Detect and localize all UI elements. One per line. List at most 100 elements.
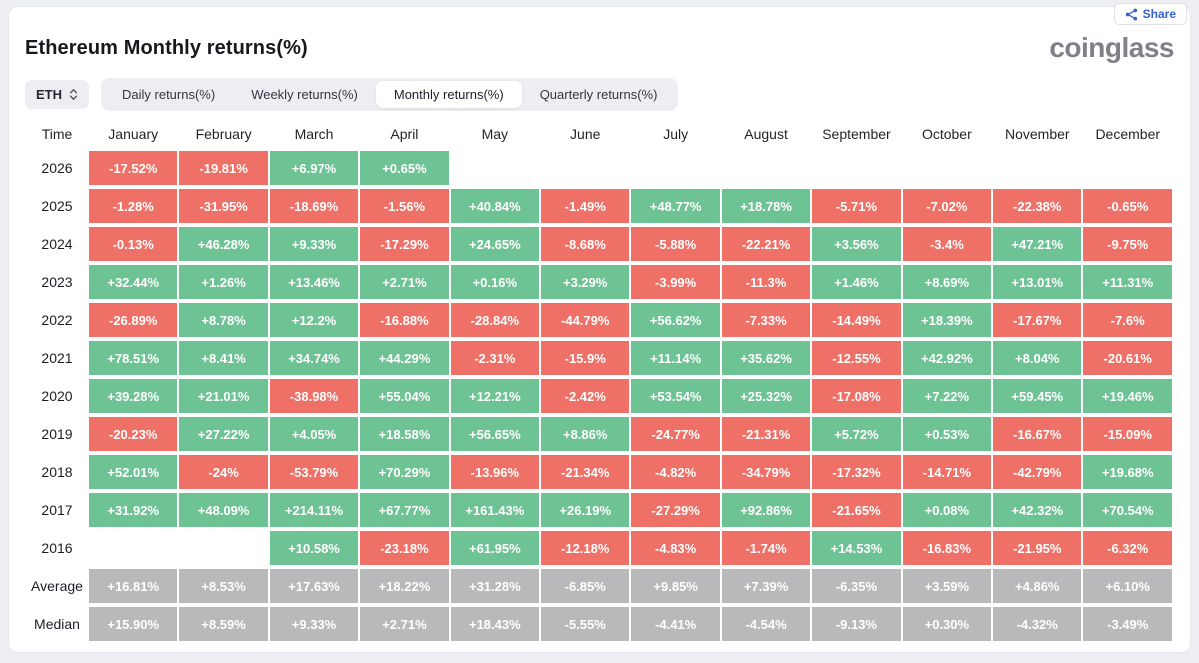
column-header-november: November bbox=[1004, 126, 1070, 142]
return-cell: +7.39% bbox=[721, 569, 811, 603]
return-cell: +24.65% bbox=[450, 227, 540, 261]
return-cell: +21.01% bbox=[179, 379, 268, 413]
return-cell: -4.83% bbox=[631, 531, 720, 565]
return-cell: +8.53% bbox=[179, 569, 268, 603]
row-label: 2021 bbox=[41, 350, 73, 366]
return-cell: -1.56% bbox=[360, 189, 449, 223]
return-cell: -0.65% bbox=[1083, 189, 1172, 223]
return-cell: +18.43% bbox=[450, 607, 540, 641]
empty-cell bbox=[722, 151, 810, 185]
return-cell: +59.45% bbox=[993, 379, 1082, 413]
return-cell: +56.62% bbox=[631, 303, 720, 337]
return-cell: +2.71% bbox=[360, 607, 449, 641]
return-cell: +48.09% bbox=[179, 493, 268, 527]
return-cell: +35.62% bbox=[721, 341, 811, 375]
controls-bar: ETH Daily returns(%) Weekly returns(%) Mon… bbox=[25, 78, 1174, 111]
return-cell: -3.49% bbox=[1083, 607, 1172, 641]
return-cell: +0.53% bbox=[902, 417, 992, 451]
return-cell: -5.55% bbox=[541, 607, 630, 641]
return-cell: -22.38% bbox=[993, 189, 1082, 223]
return-cell: +11.31% bbox=[1083, 265, 1172, 299]
return-cell: +214.11% bbox=[269, 493, 359, 527]
column-header-march: March bbox=[294, 126, 334, 142]
return-cell: -6.85% bbox=[541, 569, 630, 603]
table-row-2024: 2024 -0.13% +46.28% +9.33% -17.29% +24.65% -8.… bbox=[27, 227, 1172, 261]
column-header-september: September bbox=[822, 126, 891, 142]
return-cell: -1.74% bbox=[721, 531, 811, 565]
tab-monthly-returns[interactable]: Monthly returns(%) bbox=[375, 81, 522, 108]
return-cell: -24% bbox=[179, 455, 268, 489]
return-cell: +8.41% bbox=[179, 341, 268, 375]
share-button[interactable]: Share bbox=[1113, 3, 1187, 25]
row-label: 2016 bbox=[41, 540, 73, 556]
return-cell: -17.67% bbox=[993, 303, 1082, 337]
return-cell: +9.33% bbox=[269, 227, 359, 261]
table-row-2019: 2019 -20.23% +27.22% +4.05% +18.58% +56.65% +8… bbox=[27, 417, 1172, 451]
return-cell: -4.54% bbox=[721, 607, 811, 641]
coin-selector[interactable]: ETH bbox=[25, 80, 89, 109]
return-cell: -5.71% bbox=[812, 189, 901, 223]
return-cell: +55.04% bbox=[360, 379, 449, 413]
column-header-january: January bbox=[108, 126, 159, 142]
row-label: Median bbox=[34, 616, 80, 632]
return-cell: -44.79% bbox=[541, 303, 630, 337]
return-cell: -21.34% bbox=[541, 455, 630, 489]
column-header-time: Time bbox=[41, 126, 73, 142]
return-cell: +92.86% bbox=[721, 493, 811, 527]
return-cell: +46.28% bbox=[179, 227, 268, 261]
return-cell: -0.13% bbox=[89, 227, 178, 261]
return-cell: +12.2% bbox=[269, 303, 359, 337]
empty-cell bbox=[903, 151, 991, 185]
return-cell: +32.44% bbox=[89, 265, 178, 299]
return-cell: +39.28% bbox=[89, 379, 178, 413]
return-cell: -27.29% bbox=[631, 493, 720, 527]
return-cell: -38.98% bbox=[269, 379, 359, 413]
tab-quarterly-returns[interactable]: Quarterly returns(%) bbox=[539, 87, 658, 102]
return-cell: -24.77% bbox=[631, 417, 720, 451]
empty-cell bbox=[89, 531, 177, 565]
empty-cell bbox=[541, 151, 629, 185]
return-cell: +14.53% bbox=[812, 531, 901, 565]
empty-cell bbox=[1083, 151, 1172, 185]
row-label: 2025 bbox=[41, 198, 73, 214]
returns-table: Time January February March April May June July… bbox=[25, 117, 1174, 645]
tab-weekly-returns[interactable]: Weekly returns(%) bbox=[251, 87, 358, 102]
return-cell: -26.89% bbox=[89, 303, 178, 337]
return-cell: -14.49% bbox=[812, 303, 901, 337]
row-label: 2019 bbox=[41, 426, 73, 442]
return-cell: -12.55% bbox=[812, 341, 901, 375]
returns-card: Ethereum Monthly returns(%) coinglass ET… bbox=[8, 6, 1191, 653]
return-cell: +42.92% bbox=[902, 341, 992, 375]
coin-selector-value: ETH bbox=[36, 87, 62, 102]
column-header-october: October bbox=[921, 126, 972, 142]
return-cell: +26.19% bbox=[541, 493, 630, 527]
column-header-august: August bbox=[744, 126, 788, 142]
return-cell: +48.77% bbox=[631, 189, 720, 223]
row-label: 2020 bbox=[41, 388, 73, 404]
table-row-2018: 2018 +52.01% -24% -53.79% +70.29% -13.96% -21.… bbox=[27, 455, 1172, 489]
return-cell: -9.75% bbox=[1083, 227, 1172, 261]
column-header-june: June bbox=[570, 126, 601, 142]
tab-daily-returns[interactable]: Daily returns(%) bbox=[122, 87, 216, 102]
return-cell: +4.86% bbox=[993, 569, 1082, 603]
return-cell: -42.79% bbox=[993, 455, 1082, 489]
empty-cell bbox=[179, 531, 267, 565]
return-cell: +0.65% bbox=[360, 151, 449, 185]
return-cell: +18.78% bbox=[721, 189, 811, 223]
return-cell: +70.29% bbox=[360, 455, 449, 489]
table-row-2022: 2022 -26.89% +8.78% +12.2% -16.88% -28.84% -44… bbox=[27, 303, 1172, 337]
return-cell: -21.95% bbox=[993, 531, 1082, 565]
page-title: Ethereum Monthly returns(%) bbox=[25, 36, 308, 59]
return-cell: +56.65% bbox=[450, 417, 540, 451]
return-cell: +40.84% bbox=[450, 189, 540, 223]
return-cell: -20.23% bbox=[89, 417, 178, 451]
return-cell: -21.31% bbox=[721, 417, 811, 451]
return-cell: +1.46% bbox=[812, 265, 901, 299]
return-cell: +3.56% bbox=[812, 227, 901, 261]
return-cell: +9.85% bbox=[631, 569, 720, 603]
return-cell: +78.51% bbox=[89, 341, 178, 375]
return-cell: +8.59% bbox=[179, 607, 268, 641]
return-cell: +18.39% bbox=[902, 303, 992, 337]
return-cell: +34.74% bbox=[269, 341, 359, 375]
return-cell: +13.01% bbox=[993, 265, 1082, 299]
